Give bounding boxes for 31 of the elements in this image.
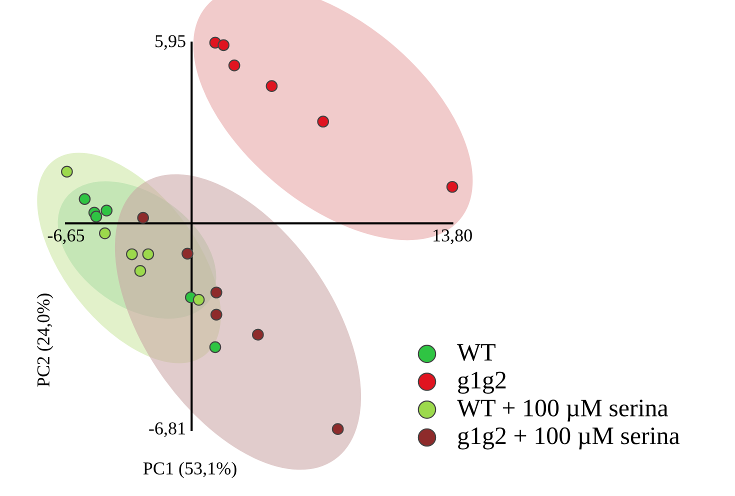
point (317, 116, 330, 128)
point (142, 248, 154, 260)
x-tick-label: -6,65 (48, 229, 84, 244)
point (134, 265, 146, 277)
point (218, 39, 230, 52)
point (137, 212, 150, 224)
point (90, 210, 102, 223)
x-tick-label: 13,80 (434, 229, 472, 244)
point (210, 308, 222, 321)
point (182, 248, 194, 260)
point (98, 227, 111, 240)
point (266, 80, 278, 92)
y-axis-title: PC2 (24,0%) (36, 294, 54, 387)
y-tick-label: 5,95 (156, 35, 186, 50)
point (126, 248, 138, 260)
legend-label: WT (457, 344, 496, 361)
point (192, 294, 205, 306)
legend-label: WT + 100 µM serina (457, 400, 668, 422)
point (209, 341, 222, 354)
legend-label: g1g2 + 100 µM serina (458, 427, 680, 450)
x-axis-title: PC1 (53,1%) (143, 462, 236, 478)
point (61, 166, 73, 178)
point (78, 193, 91, 205)
point (100, 204, 113, 216)
point (252, 328, 264, 341)
point (332, 423, 344, 436)
y-tick-label: -6,81 (149, 422, 185, 438)
point (446, 180, 458, 193)
point (228, 60, 240, 72)
point (210, 286, 222, 298)
legend-label: g1g2 (458, 372, 506, 394)
